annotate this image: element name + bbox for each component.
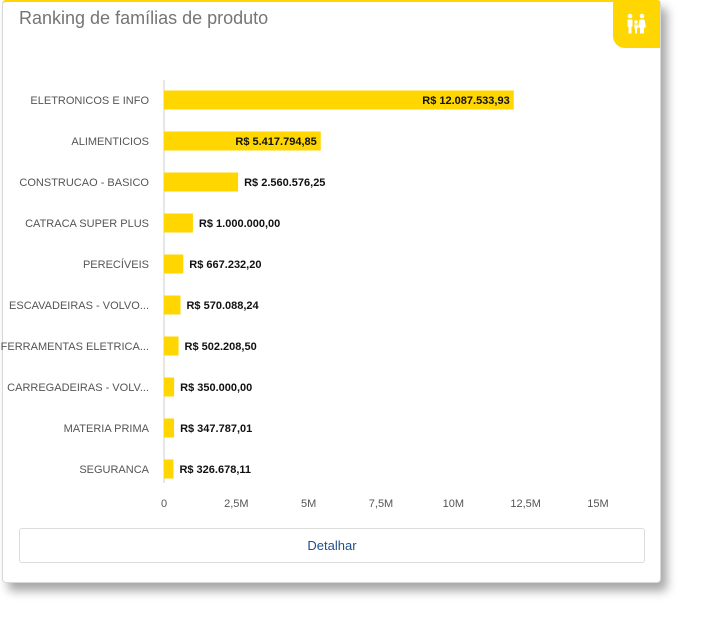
bar — [164, 90, 514, 110]
category-label: CONSTRUCAO - BASICO — [19, 177, 149, 189]
bar — [164, 172, 239, 192]
bar — [164, 336, 179, 356]
bar — [164, 418, 175, 438]
x-tick-label: 7,5M — [369, 498, 393, 510]
detail-button[interactable]: Detalhar — [19, 528, 645, 563]
family-icon — [627, 13, 646, 34]
value-label: R$ 1.000.000,00 — [199, 218, 280, 230]
x-tick-label: 12,5M — [510, 498, 541, 510]
bar — [164, 377, 175, 397]
category-label: CARREGADEIRAS - VOLV... — [7, 382, 149, 394]
x-tick-label: 10M — [443, 498, 464, 510]
value-label: R$ 2.560.576,25 — [244, 177, 325, 189]
category-label: ALIMENTICIOS — [71, 136, 149, 148]
category-label: MATERIA PRIMA — [64, 423, 150, 435]
value-label: R$ 570.088,24 — [186, 300, 259, 312]
category-label: PERECÍVEIS — [83, 258, 149, 271]
x-tick-label: 2,5M — [224, 498, 248, 510]
value-label: R$ 5.417.794,85 — [235, 136, 316, 148]
value-label: R$ 347.787,01 — [180, 423, 252, 435]
x-tick-label: 15M — [587, 498, 608, 510]
category-label: ESCAVADEIRAS - VOLVO... — [9, 300, 149, 312]
value-label: R$ 350.000,00 — [180, 382, 252, 394]
bar — [164, 131, 321, 151]
bar — [164, 254, 184, 274]
category-label: FERRAMENTAS ELETRICA... — [1, 341, 149, 353]
value-label: R$ 326.678,11 — [179, 464, 251, 476]
x-tick-label: 0 — [161, 498, 167, 510]
value-label: R$ 667.232,20 — [189, 259, 261, 271]
value-label: R$ 12.087.533,93 — [422, 95, 509, 107]
bar — [164, 459, 174, 479]
card-title: Ranking de famílias de produto — [19, 8, 269, 28]
bar — [164, 295, 181, 315]
category-label: SEGURANCA — [79, 464, 149, 476]
card-icon-badge — [613, 2, 660, 48]
x-tick-label: 5M — [301, 498, 316, 510]
value-label: R$ 502.208,50 — [185, 341, 257, 353]
category-label: ELETRONICOS E INFO — [30, 95, 149, 107]
bar — [164, 213, 193, 233]
category-label: CATRACA SUPER PLUS — [25, 218, 149, 230]
